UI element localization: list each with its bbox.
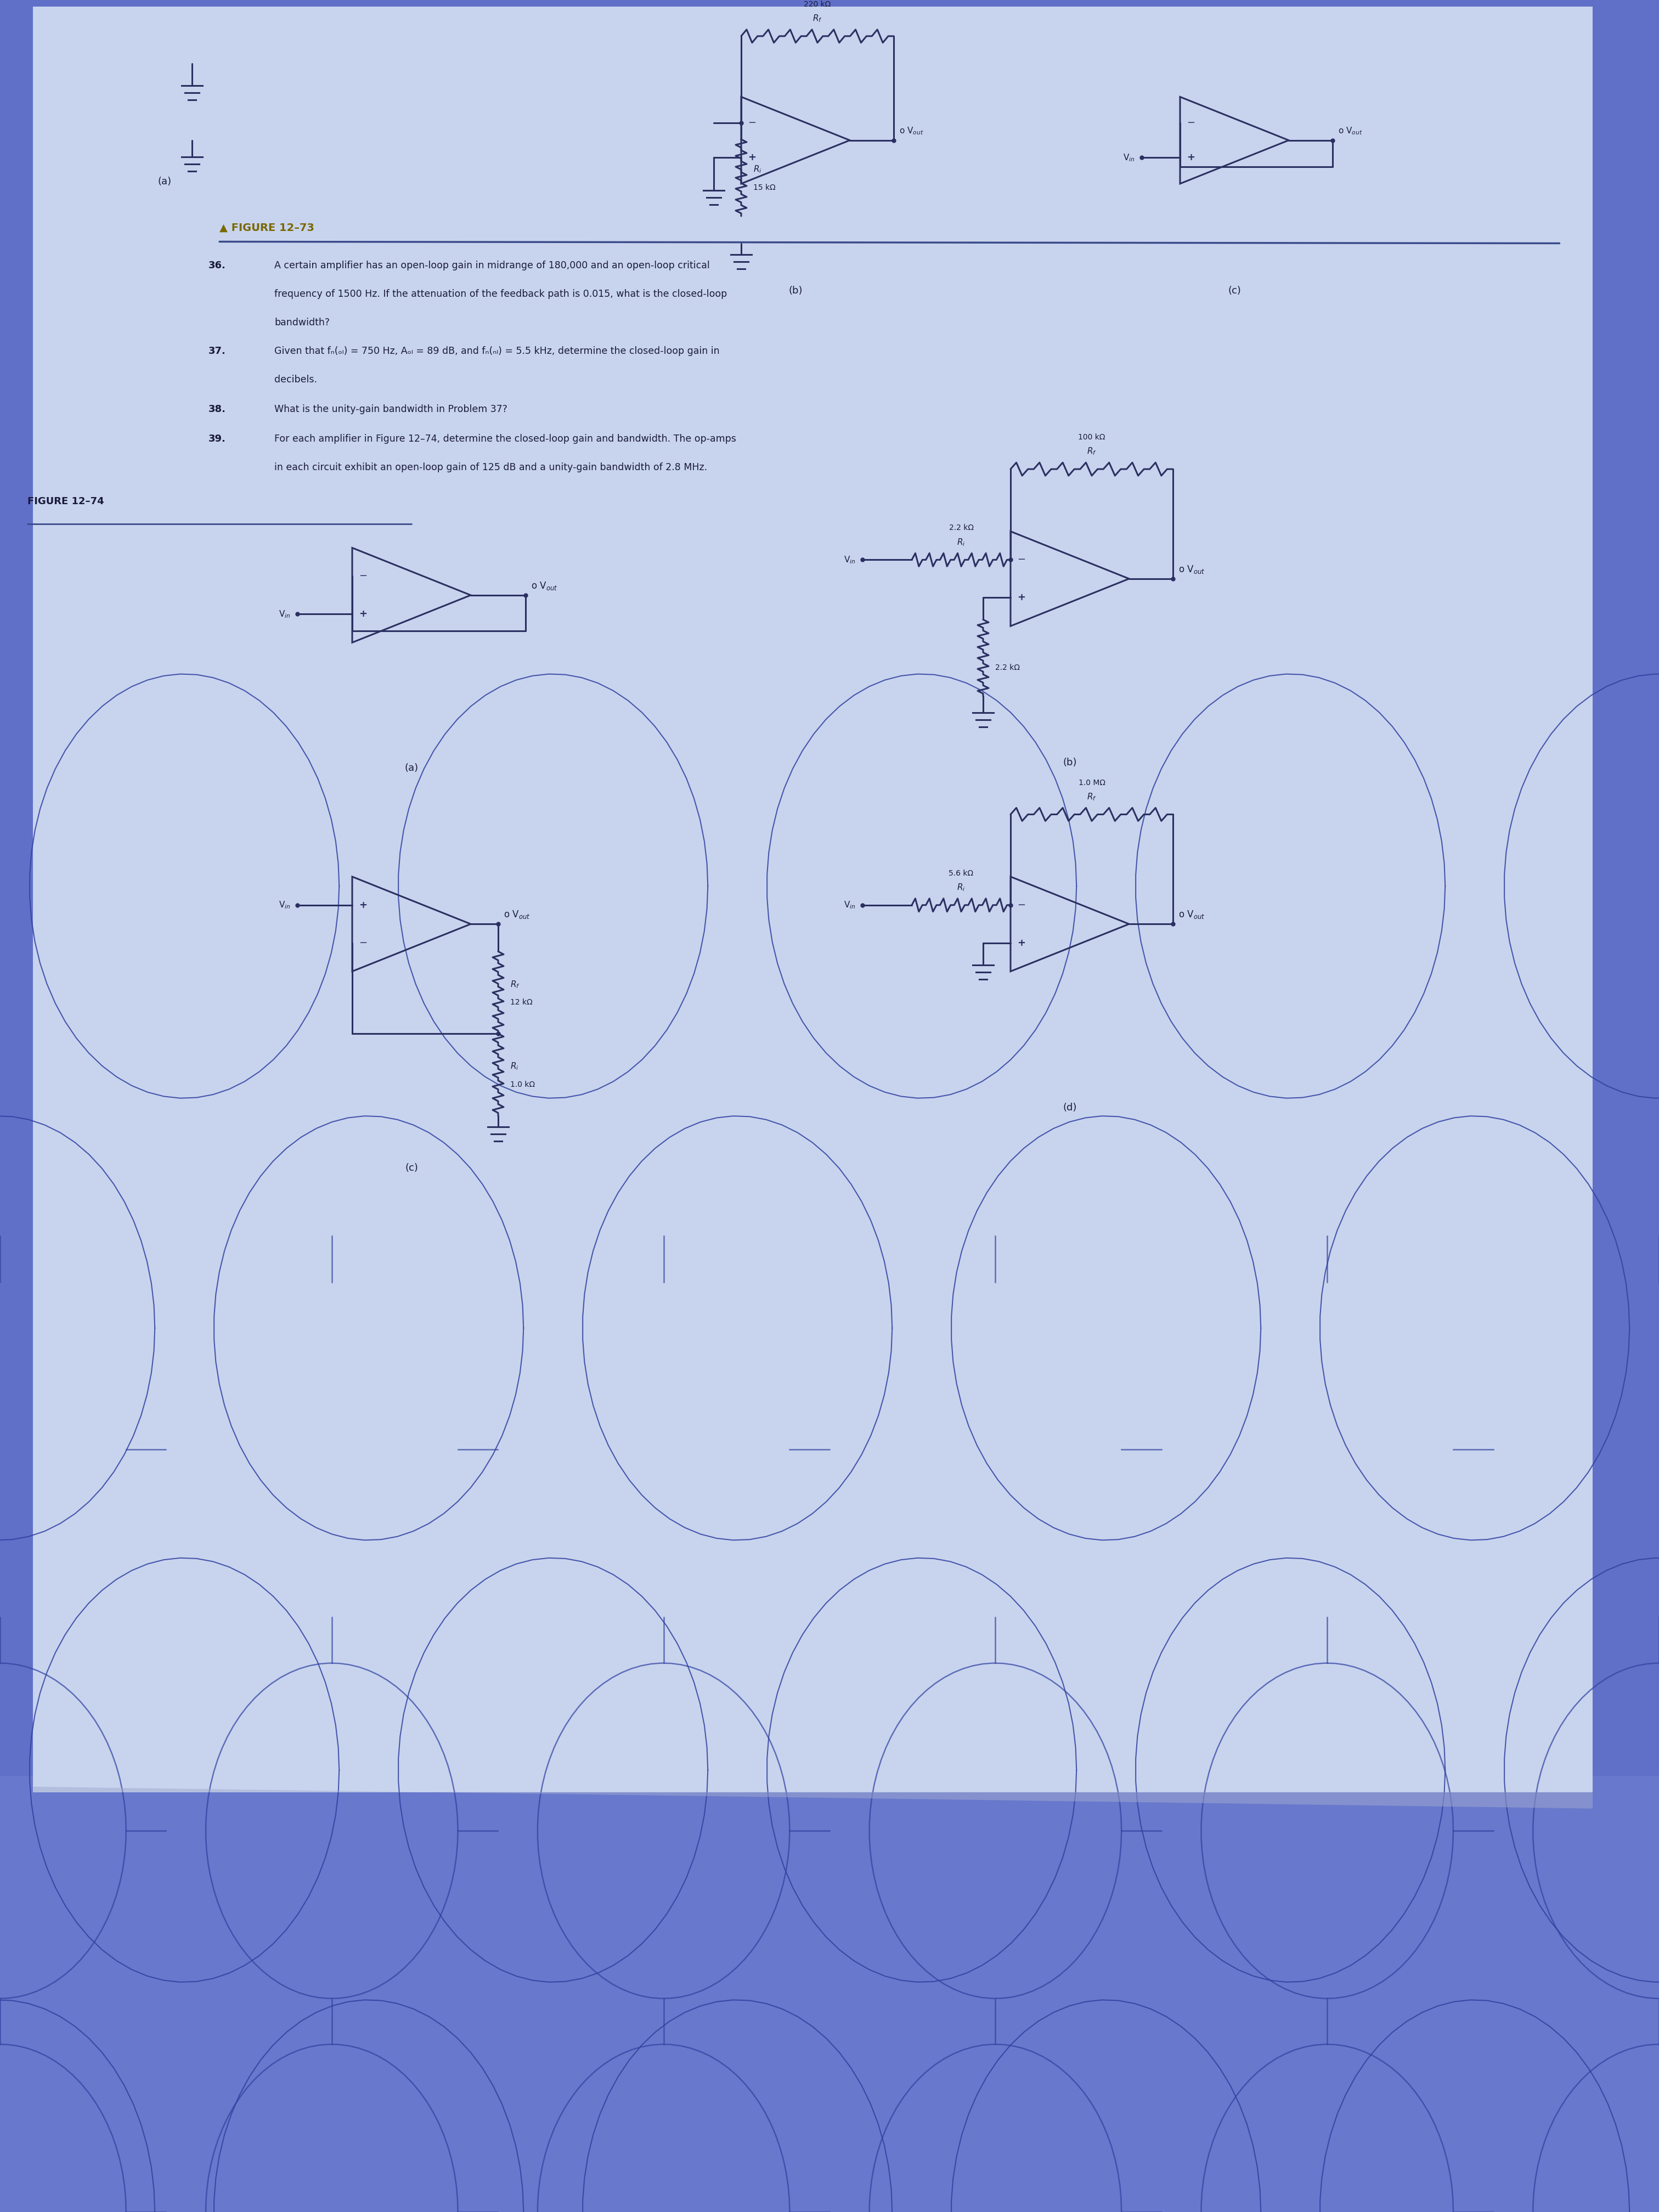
Text: R$_f$: R$_f$ bbox=[1087, 792, 1097, 803]
Text: R$_i$: R$_i$ bbox=[753, 164, 761, 175]
Text: 2.2 kΩ: 2.2 kΩ bbox=[995, 664, 1020, 672]
Text: o V$_{out}$: o V$_{out}$ bbox=[1339, 126, 1362, 137]
Text: −: − bbox=[1186, 117, 1194, 128]
Text: 5.6 kΩ: 5.6 kΩ bbox=[949, 869, 974, 878]
Text: o V$_{out}$: o V$_{out}$ bbox=[899, 126, 924, 137]
Text: For each amplifier in Figure 12–74, determine the closed-loop gain and bandwidth: For each amplifier in Figure 12–74, dete… bbox=[274, 434, 737, 445]
Text: (c): (c) bbox=[1228, 285, 1241, 296]
Text: 39.: 39. bbox=[209, 434, 226, 445]
Text: V$_{in}$: V$_{in}$ bbox=[279, 608, 290, 619]
Text: (d): (d) bbox=[1063, 1104, 1077, 1113]
Text: 15 kΩ: 15 kΩ bbox=[753, 184, 776, 192]
Text: R$_f$: R$_f$ bbox=[511, 980, 519, 989]
Text: o V$_{out}$: o V$_{out}$ bbox=[1178, 564, 1204, 575]
Text: A certain amplifier has an open-loop gain in midrange of 180,000 and an open-loo: A certain amplifier has an open-loop gai… bbox=[274, 261, 710, 270]
Text: R$_i$: R$_i$ bbox=[957, 883, 966, 894]
Text: (a): (a) bbox=[405, 763, 418, 772]
Text: (b): (b) bbox=[788, 285, 803, 296]
Text: +: + bbox=[1017, 593, 1025, 602]
Text: R$_i$: R$_i$ bbox=[957, 538, 966, 546]
Text: decibels.: decibels. bbox=[274, 374, 317, 385]
Text: +: + bbox=[358, 608, 367, 619]
Text: frequency of 1500 Hz. If the attenuation of the feedback path is 0.015, what is : frequency of 1500 Hz. If the attenuation… bbox=[274, 290, 727, 299]
Text: o V$_{out}$: o V$_{out}$ bbox=[531, 580, 557, 591]
Text: V$_{in}$: V$_{in}$ bbox=[844, 555, 856, 564]
Text: 2.2 kΩ: 2.2 kΩ bbox=[949, 524, 974, 531]
Text: 37.: 37. bbox=[209, 347, 226, 356]
Text: 1.0 MΩ: 1.0 MΩ bbox=[1078, 779, 1105, 787]
Bar bbox=[33, 7, 1593, 1792]
Text: Given that fₙ(ₒₗ) = 750 Hz, Aₒₗ = 89 dB, and fₙ(ₙₗ) = 5.5 kHz, determine the clo: Given that fₙ(ₒₗ) = 750 Hz, Aₒₗ = 89 dB,… bbox=[274, 347, 720, 356]
Text: in each circuit exhibit an open-loop gain of 125 dB and a unity-gain bandwidth o: in each circuit exhibit an open-loop gai… bbox=[274, 462, 707, 473]
Text: −: − bbox=[748, 117, 757, 128]
Text: R$_f$: R$_f$ bbox=[813, 13, 823, 24]
Text: 38.: 38. bbox=[209, 405, 226, 414]
Text: −: − bbox=[1017, 900, 1025, 909]
Text: 12 kΩ: 12 kΩ bbox=[511, 998, 533, 1006]
Text: +: + bbox=[748, 153, 757, 161]
Text: bandwidth?: bandwidth? bbox=[274, 319, 330, 327]
Text: +: + bbox=[1186, 153, 1194, 161]
Text: 100 kΩ: 100 kΩ bbox=[1078, 434, 1105, 440]
Text: +: + bbox=[358, 900, 367, 909]
Text: V$_{in}$: V$_{in}$ bbox=[1123, 153, 1135, 164]
Text: +: + bbox=[1017, 938, 1025, 949]
Text: −: − bbox=[1017, 555, 1025, 564]
Text: −: − bbox=[358, 571, 367, 582]
Text: (c): (c) bbox=[405, 1164, 418, 1172]
Text: −: − bbox=[358, 938, 367, 949]
Text: (b): (b) bbox=[1063, 757, 1077, 768]
Text: (a): (a) bbox=[158, 177, 171, 186]
Text: V$_{in}$: V$_{in}$ bbox=[844, 900, 856, 909]
Text: o V$_{out}$: o V$_{out}$ bbox=[504, 909, 531, 920]
Polygon shape bbox=[33, 1787, 1593, 1809]
Bar bbox=[0, 1776, 1659, 2212]
Text: R$_f$: R$_f$ bbox=[1087, 447, 1097, 456]
Text: ▲ FIGURE 12–73: ▲ FIGURE 12–73 bbox=[219, 223, 314, 232]
Text: What is the unity-gain bandwidth in Problem 37?: What is the unity-gain bandwidth in Prob… bbox=[274, 405, 508, 414]
Text: 220 kΩ: 220 kΩ bbox=[805, 0, 831, 9]
Text: 36.: 36. bbox=[209, 261, 226, 270]
Text: V$_{in}$: V$_{in}$ bbox=[279, 900, 290, 909]
Text: FIGURE 12–74: FIGURE 12–74 bbox=[28, 495, 105, 507]
Bar bbox=[0, 1765, 1659, 2212]
Text: o V$_{out}$: o V$_{out}$ bbox=[1178, 909, 1204, 920]
Text: R$_i$: R$_i$ bbox=[511, 1062, 519, 1071]
Text: 1.0 kΩ: 1.0 kΩ bbox=[511, 1082, 534, 1088]
